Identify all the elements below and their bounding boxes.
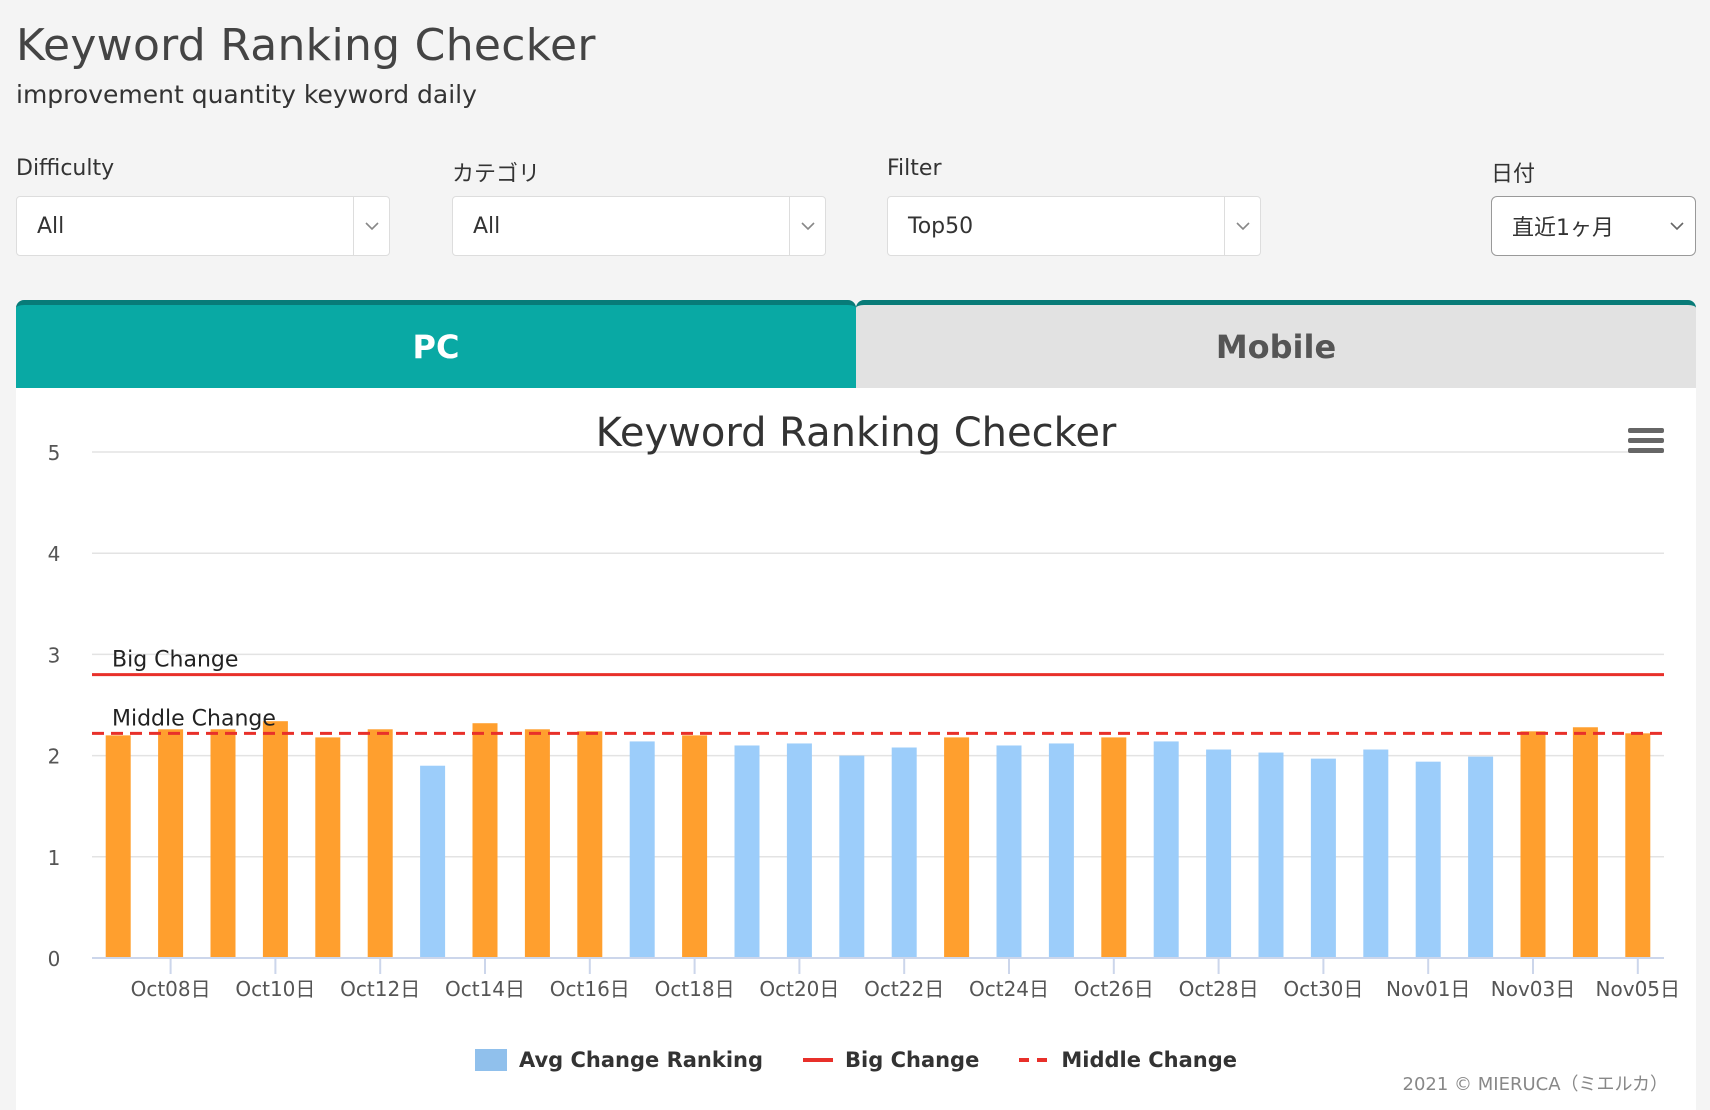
y-tick-label: 3 bbox=[48, 643, 61, 667]
x-tick-label: Nov05日 bbox=[1596, 977, 1680, 1001]
chevron-down-icon bbox=[789, 197, 825, 255]
difficulty-value: All bbox=[37, 213, 65, 239]
legend-bar-swatch bbox=[474, 1049, 507, 1071]
date-filter: 日付 直近1ヶ月 bbox=[1491, 156, 1696, 256]
chart-bar bbox=[996, 745, 1022, 958]
x-tick-label: Oct14日 bbox=[445, 977, 525, 1001]
legend-item-avg[interactable]: Avg Change Ranking bbox=[474, 1048, 764, 1072]
chart-bar bbox=[629, 741, 655, 958]
page-title: Keyword Ranking Checker bbox=[16, 20, 596, 71]
legend-label-avg: Avg Change Ranking bbox=[518, 1048, 764, 1072]
chart-bar bbox=[734, 745, 760, 958]
x-tick-label: Oct10日 bbox=[235, 977, 315, 1001]
difficulty-select[interactable]: All bbox=[16, 196, 390, 256]
chart-canvas: 0 1 2 3 4 5 Oct08日 Oct10日 Oct12日 Oct14日 Oct16日 Oct1… bbox=[48, 441, 1680, 1001]
tab-mobile[interactable]: Mobile bbox=[856, 300, 1696, 388]
chevron-down-icon bbox=[353, 197, 389, 255]
filter-value: Top50 bbox=[908, 213, 974, 239]
chart-panel: 0 1 2 3 4 5 Oct08日 Oct10日 Oct12日 Oct14日 Oct16日 Oct1… bbox=[16, 388, 1696, 1110]
date-label: 日付 bbox=[1491, 162, 1536, 187]
category-label: カテゴリ bbox=[452, 162, 541, 187]
chart-bar bbox=[210, 729, 236, 958]
y-tick-label: 4 bbox=[48, 542, 61, 566]
chart-bar bbox=[839, 755, 865, 958]
chart-bar bbox=[472, 723, 498, 958]
chart-bar bbox=[524, 729, 550, 958]
middle-change-label: Middle Change bbox=[112, 706, 276, 731]
date-select[interactable]: 直近1ヶ月 bbox=[1491, 196, 1696, 256]
y-tick-label: 0 bbox=[48, 947, 61, 971]
chart-bar bbox=[315, 737, 341, 958]
category-filter: カテゴリ All bbox=[452, 156, 826, 256]
legend-item-big[interactable]: Big Change bbox=[803, 1048, 979, 1072]
chart-bar bbox=[944, 737, 970, 958]
chart-bar bbox=[1625, 733, 1651, 958]
chart-bar bbox=[1363, 749, 1389, 958]
tab-pc[interactable]: PC bbox=[16, 300, 856, 388]
difficulty-label: Difficulty bbox=[16, 156, 115, 181]
chart-bar bbox=[158, 729, 184, 958]
legend-item-middle[interactable]: Middle Change bbox=[1019, 1048, 1237, 1072]
x-tick-label: Oct22日 bbox=[864, 977, 944, 1001]
category-value: All bbox=[473, 213, 501, 239]
chart-bar bbox=[105, 735, 131, 958]
x-tick-label: Oct12日 bbox=[340, 977, 420, 1001]
y-tick-label: 5 bbox=[48, 441, 61, 465]
chart-bar bbox=[577, 731, 603, 958]
difficulty-filter: Difficulty All bbox=[16, 156, 390, 256]
chart-title: Keyword Ranking Checker bbox=[595, 410, 1117, 456]
chart-bar bbox=[891, 747, 917, 958]
x-tick-label: Oct30日 bbox=[1283, 977, 1363, 1001]
legend-label-big: Big Change bbox=[845, 1048, 980, 1072]
x-tick-label: Nov03日 bbox=[1491, 977, 1575, 1001]
chart-bar bbox=[786, 743, 812, 958]
chart-bar bbox=[1153, 741, 1179, 958]
chevron-down-icon bbox=[1659, 197, 1695, 255]
filter-filter: Filter Top50 bbox=[887, 156, 1261, 256]
legend-label-middle: Middle Change bbox=[1061, 1048, 1238, 1072]
chart-bar bbox=[420, 765, 446, 958]
y-tick-label: 1 bbox=[48, 846, 61, 870]
chart-bar bbox=[1520, 731, 1546, 958]
chart-bar bbox=[262, 721, 288, 958]
filter-select[interactable]: Top50 bbox=[887, 196, 1261, 256]
x-tick-label: Oct28日 bbox=[1179, 977, 1259, 1001]
y-tick-label: 2 bbox=[48, 745, 61, 769]
x-tick-label: Oct18日 bbox=[655, 977, 735, 1001]
chevron-down-icon bbox=[1224, 197, 1260, 255]
chart-bar bbox=[1310, 758, 1336, 958]
chart-bar bbox=[1415, 761, 1441, 958]
device-tabs: PC Mobile bbox=[16, 300, 1696, 388]
chart-bar bbox=[1206, 749, 1232, 958]
hamburger-menu-icon[interactable] bbox=[1628, 428, 1664, 458]
legend-line-swatch bbox=[803, 1058, 834, 1062]
legend-dash-swatch bbox=[1019, 1058, 1050, 1062]
filter-label: Filter bbox=[887, 156, 942, 181]
x-tick-label: Oct08日 bbox=[131, 977, 211, 1001]
chart-credits: 2021 © MIERUCA（ミエルカ） bbox=[1402, 1074, 1669, 1095]
x-tick-label: Oct16日 bbox=[550, 977, 630, 1001]
x-tick-label: Nov01日 bbox=[1386, 977, 1470, 1001]
big-change-label: Big Change bbox=[112, 648, 238, 673]
chart-bar bbox=[367, 729, 393, 958]
x-tick-label: Oct24日 bbox=[969, 977, 1049, 1001]
x-tick-label: Oct20日 bbox=[759, 977, 839, 1001]
chart-bar bbox=[1101, 737, 1127, 958]
chart-bar bbox=[1258, 752, 1284, 958]
x-tick-label: Oct26日 bbox=[1074, 977, 1154, 1001]
page-subtitle: improvement quantity keyword daily bbox=[16, 80, 477, 109]
chart-bar bbox=[682, 735, 708, 958]
chart-bar bbox=[1048, 743, 1074, 958]
chart-bar bbox=[1572, 727, 1598, 958]
category-select[interactable]: All bbox=[452, 196, 826, 256]
date-value: 直近1ヶ月 bbox=[1512, 216, 1614, 241]
chart-bar bbox=[1468, 756, 1494, 958]
chart-legend: Avg Change Ranking Big Change Middle Cha… bbox=[16, 1048, 1696, 1072]
